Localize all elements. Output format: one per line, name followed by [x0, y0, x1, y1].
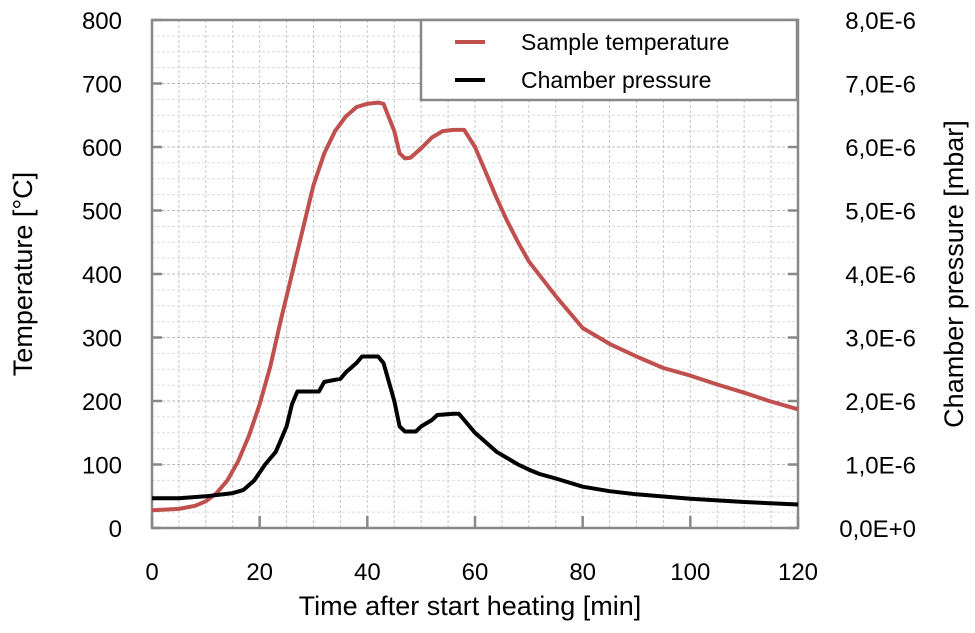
x-axis-label: Time after start heating [min] [299, 591, 642, 621]
y2-tick-label: 7,0E-6 [845, 72, 916, 99]
y2-tick-label: 6,0E-6 [845, 135, 916, 162]
y2-axis-ticks: 0,0E+0 1,0E-6 2,0E-6 3,0E-6 4,0E-6 5,0E-6 6,0E… [788, 8, 916, 543]
y2-tick-label: 5,0E-6 [845, 199, 916, 226]
x-tick-label: 20 [246, 559, 273, 586]
legend-label-pressure: Chamber pressure [521, 67, 711, 93]
x-tick-label: 60 [462, 559, 489, 586]
x-tick-label: 100 [670, 559, 710, 586]
y-tick-label: 0 [109, 516, 122, 543]
x-tick-label: 40 [354, 559, 381, 586]
y2-tick-label: 1,0E-6 [845, 453, 916, 480]
x-tick-label: 0 [145, 559, 158, 586]
legend-box [419, 18, 799, 102]
y-tick-label: 600 [82, 135, 122, 162]
sample-temperature-line [151, 100, 799, 513]
y2-tick-label: 8,0E-6 [845, 8, 916, 35]
grid [152, 20, 798, 528]
series-lines [151, 100, 799, 513]
y-tick-label: 400 [82, 262, 122, 289]
y-axis-ticks: 0 100 200 300 400 500 600 700 800 [82, 8, 162, 543]
y2-tick-label: 2,0E-6 [845, 389, 916, 416]
y2-tick-label: 3,0E-6 [845, 326, 916, 353]
x-axis-ticks: 0 20 40 60 80 100 120 [145, 516, 818, 586]
y-tick-label: 100 [82, 453, 122, 480]
y2-tick-label: 0,0E+0 [839, 516, 916, 543]
x-tick-label: 120 [778, 559, 818, 586]
y-tick-label: 200 [82, 389, 122, 416]
chamber-pressure-line [152, 354, 799, 507]
y2-tick-label: 4,0E-6 [845, 262, 916, 289]
y2-axis-label: Chamber pressure [mbar] [939, 120, 969, 428]
y-tick-label: 700 [82, 72, 122, 99]
y-tick-label: 500 [82, 199, 122, 226]
y-axis-label: Temperature [°C] [8, 172, 38, 376]
legend-label-temperature: Sample temperature [521, 29, 729, 55]
legend: Sample temperature Chamber pressure [419, 18, 799, 102]
y-tick-label: 300 [82, 326, 122, 353]
y-tick-label: 800 [82, 8, 122, 35]
x-tick-label: 80 [569, 559, 596, 586]
